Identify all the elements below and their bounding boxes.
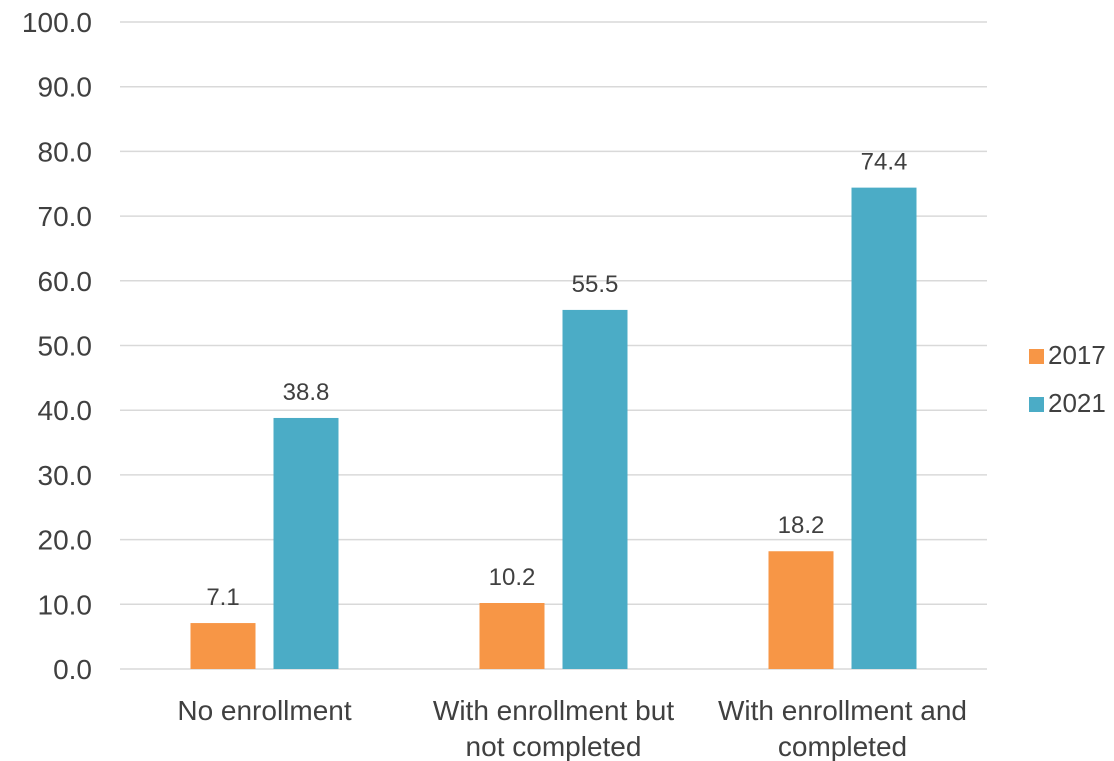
y-tick-label: 50.0	[38, 331, 93, 362]
bar-2021-1	[273, 417, 339, 669]
bar-2017-1	[190, 623, 256, 669]
x-category-label-line: completed	[778, 731, 907, 761]
data-label-2017-1: 7.1	[206, 584, 239, 611]
y-tick-label: 40.0	[38, 395, 93, 426]
y-tick-label: 80.0	[38, 136, 93, 167]
x-category-label: No enrollment	[177, 695, 352, 726]
bars	[190, 187, 917, 669]
legend-swatch-2017	[1029, 349, 1044, 364]
y-tick-label: 60.0	[38, 266, 93, 297]
x-category-label-line: not completed	[466, 731, 642, 761]
y-tick-label: 10.0	[38, 589, 93, 620]
bar-2021-3	[851, 187, 917, 669]
x-category-label: With enrollment but not completed	[433, 695, 674, 761]
legend-swatch-2021	[1029, 397, 1044, 412]
x-axis-category-labels: No enrollment With enrollment but not comp…	[177, 695, 967, 761]
data-label-2021-1: 38.8	[283, 379, 330, 406]
bar-2021-2	[562, 309, 628, 669]
y-tick-label: 0.0	[53, 654, 92, 685]
y-tick-label: 90.0	[38, 72, 93, 103]
legend-label-2017: 2017	[1048, 340, 1106, 370]
y-tick-label: 70.0	[38, 201, 93, 232]
y-tick-label: 20.0	[38, 525, 93, 556]
y-tick-label: 100.0	[22, 7, 92, 38]
legend: 2017 2021	[1029, 340, 1106, 418]
x-category-label-line: No enrollment	[177, 695, 352, 726]
x-category-label: With enrollment and completed	[718, 695, 967, 761]
bar-2017-2	[479, 603, 545, 669]
y-axis-tick-labels: 0.0 10.0 20.0 30.0 40.0 50.0 60.0 70.0 80.0 90.0 1…	[22, 7, 92, 685]
x-category-label-line: With enrollment but	[433, 695, 674, 726]
data-label-2021-2: 55.5	[572, 271, 619, 298]
data-label-2021-3: 74.4	[861, 149, 908, 176]
legend-label-2021: 2021	[1048, 388, 1106, 418]
data-labels: 7.1 38.8 10.2 55.5 18.2 74.4	[206, 149, 907, 611]
x-category-label-line: With enrollment and	[718, 695, 967, 726]
data-label-2017-3: 18.2	[778, 512, 825, 539]
y-tick-label: 30.0	[38, 460, 93, 491]
data-label-2017-2: 10.2	[489, 564, 536, 591]
gridlines	[120, 21, 987, 670]
bar-2017-3	[768, 551, 834, 669]
